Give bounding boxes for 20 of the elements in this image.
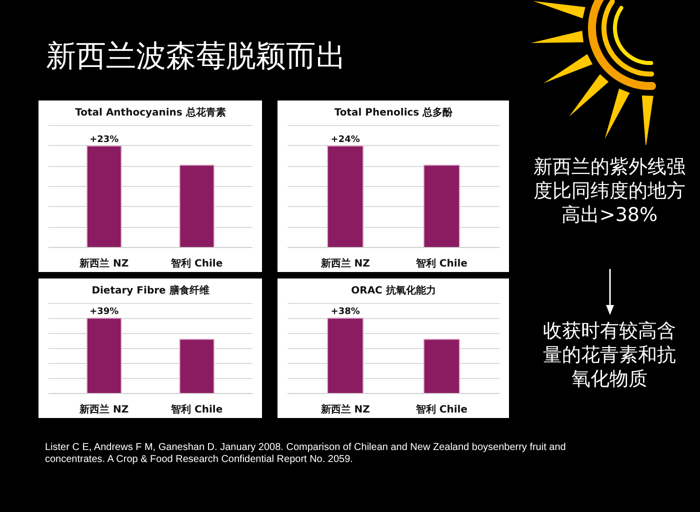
text: 收获时有较高含量的花青素和抗氧化物质 (542, 319, 677, 391)
text: Lister C E, Andrews F M, Ganeshan D. January 2008. Comparison of Chilean and New Zealand boysenberry fruit and concentrates. A Crop & Food Research Confidential Report No. 2059. (45, 442, 567, 466)
x-tick-label: 智利 Chile (170, 258, 223, 270)
text: 新西兰波森莓脱颖而出 (46, 38, 346, 76)
x-tick-label: 新西兰 NZ (320, 404, 370, 416)
annotation: +39% (90, 307, 119, 318)
annotation: +38% (330, 307, 360, 318)
chart-title: Dietary Fibre 膳食纤维 (92, 284, 210, 296)
x-tick-label: 智利 Chile (414, 404, 468, 416)
x-tick-label: 新西兰 NZ (78, 404, 129, 416)
x-tick-label: 新西兰 NZ (78, 258, 129, 270)
annotation: +24% (330, 134, 360, 145)
x-tick-label: 智利 Chile (170, 404, 223, 416)
chart-title: ORAC 抗氧化能力 (351, 284, 436, 296)
annotation: +23% (90, 134, 119, 145)
text: 新西兰的紫外线强度比同纬度的地方高出>38% (532, 155, 686, 227)
x-tick-label: 新西兰 NZ (320, 258, 370, 270)
chart-title: Total Anthocyanins 总花青素 (75, 106, 226, 118)
x-tick-label: 智利 Chile (414, 258, 468, 270)
chart-title: Total Phenolics 总多酚 (334, 106, 454, 118)
